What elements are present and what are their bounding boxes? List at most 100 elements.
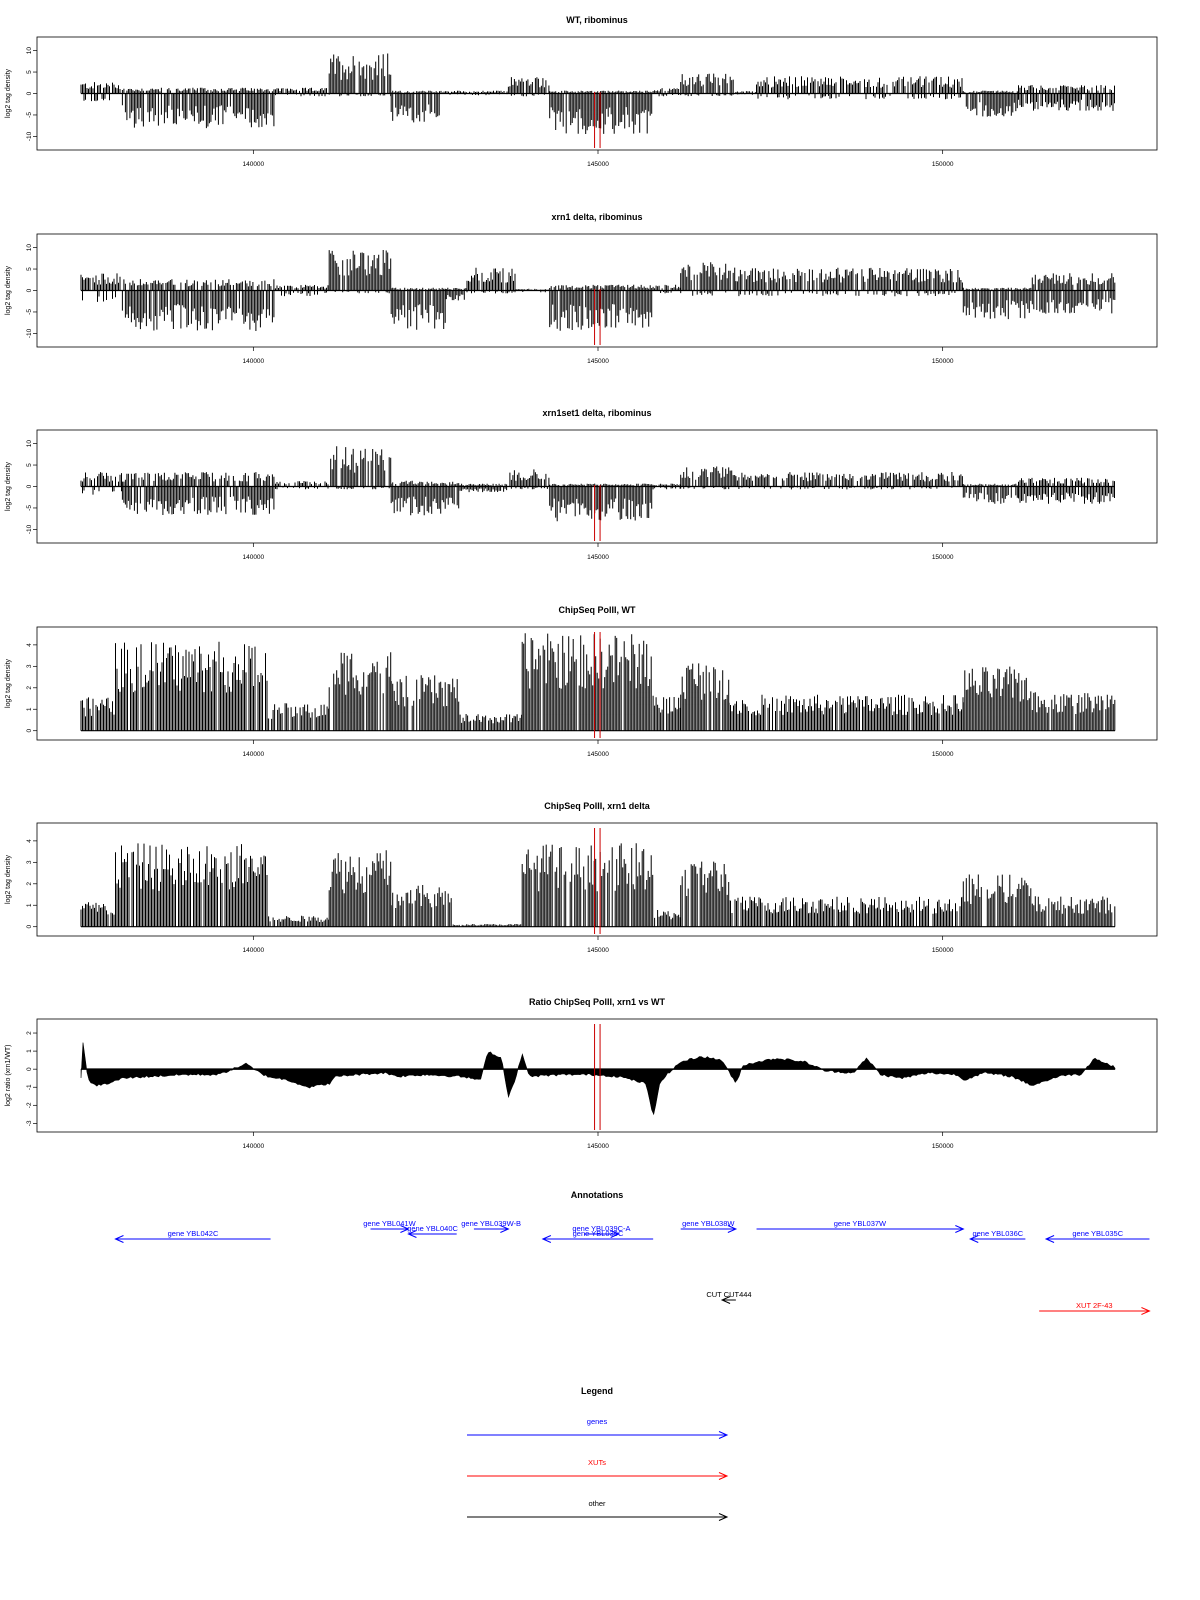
y-tick-label: 5	[26, 463, 33, 467]
plot-frame	[36, 626, 1158, 741]
legend-title: Legend	[581, 1386, 613, 1396]
y-tick-label: -10	[26, 328, 33, 338]
feature-arrow-icon	[1141, 1307, 1151, 1315]
feature-label: gene YBL039C-A	[572, 1224, 630, 1233]
x-tick-label: 140000	[242, 358, 264, 365]
annotation-feature: gene YBL038W	[680, 1219, 738, 1233]
legend-arrow-icon	[718, 1513, 729, 1521]
legend-arrow-icon	[718, 1431, 729, 1439]
y-tick-label: -3	[26, 1120, 33, 1126]
legend-item: XUTs	[467, 1458, 729, 1480]
feature-label: gene YBL040C	[407, 1224, 458, 1233]
plot-frame	[36, 822, 1158, 937]
feature-arrow-icon	[727, 1225, 738, 1233]
x-tick-label: 145000	[587, 1143, 609, 1150]
ratio-area	[80, 1042, 1116, 1116]
y-tick-label: 0	[26, 1067, 33, 1071]
y-axis-label: log2 tag density	[5, 265, 12, 315]
feature-arrow-icon	[114, 1235, 124, 1243]
x-tick-label: 150000	[932, 554, 954, 561]
density-bars	[80, 446, 1115, 522]
x-tick-label: 145000	[587, 751, 609, 758]
x-tick-label: 150000	[932, 1143, 954, 1150]
x-tick-label: 150000	[932, 947, 954, 954]
y-tick-label: 4	[26, 643, 33, 647]
data-marks	[80, 250, 1116, 331]
y-tick-label: -1	[26, 1084, 33, 1090]
y-tick-label: 5	[26, 267, 33, 271]
panel-title: Ratio ChipSeq PolII, xrn1 vs WT	[529, 997, 666, 1007]
y-axis-label: log2 ratio (xrn1/WT)	[5, 1045, 12, 1107]
feature-label: gene YBL038W	[682, 1219, 735, 1228]
feature-label: gene YBL039W-B	[461, 1219, 521, 1228]
annotations-title: Annotations	[571, 1190, 624, 1200]
legend-item: other	[467, 1499, 729, 1521]
track-panel-1: xrn1 delta, ribominus log2 tag density -10…	[5, 212, 1158, 365]
annotation-feature: gene YBL039C-A	[572, 1224, 631, 1238]
y-tick-label: 3	[26, 664, 33, 668]
track-panel-3: ChipSeq PolII, WT log2 tag density 0 1 2 3 4 14…	[5, 605, 1158, 758]
x-tick-label: 150000	[932, 161, 954, 168]
panel-title: xrn1 delta, ribominus	[551, 212, 642, 222]
feature-label: gene YBL035C	[1072, 1229, 1123, 1238]
annotation-feature: gene YBL041W	[363, 1219, 417, 1233]
legend-arrow-icon	[718, 1472, 729, 1480]
y-axis-label: log2 tag density	[5, 854, 12, 904]
y-tick-label: 10	[26, 440, 33, 448]
legend-label: XUTs	[588, 1458, 606, 1467]
panel-title: xrn1set1 delta, ribominus	[542, 408, 651, 418]
data-marks	[80, 843, 1116, 928]
y-tick-label: -5	[26, 309, 33, 315]
annotation-feature: gene YBL040C	[407, 1224, 459, 1238]
y-tick-label: 1	[26, 903, 33, 907]
feature-arrow-icon	[500, 1225, 510, 1233]
y-tick-label: 0	[26, 925, 33, 929]
annotation-feature: gene YBL039W-B	[461, 1219, 521, 1233]
y-tick-label: -10	[26, 131, 33, 141]
x-tick-label: 145000	[587, 554, 609, 561]
y-axis-label: log2 tag density	[5, 461, 12, 511]
legend-label: genes	[587, 1417, 608, 1426]
data-marks	[80, 633, 1116, 732]
y-tick-label: 3	[26, 860, 33, 864]
feature-arrow-icon	[1044, 1235, 1055, 1243]
annotation-feature: gene YBL042C	[114, 1229, 271, 1243]
feature-label: gene YBL037W	[834, 1219, 887, 1228]
density-bars	[80, 843, 1116, 927]
x-tick-label: 145000	[587, 161, 609, 168]
x-tick-label: 140000	[242, 1143, 264, 1150]
feature-label: CUT CUT444	[706, 1290, 751, 1299]
feature-arrow-icon	[720, 1296, 731, 1304]
x-tick-label: 150000	[932, 358, 954, 365]
y-tick-label: -5	[26, 112, 33, 118]
y-tick-label: -5	[26, 505, 33, 511]
feature-label: gene YBL042C	[168, 1229, 219, 1238]
y-axis-label: log2 tag density	[5, 658, 12, 708]
y-tick-label: 10	[26, 244, 33, 252]
y-tick-label: 1	[26, 707, 33, 711]
density-bars	[80, 633, 1116, 731]
feature-arrow-icon	[968, 1235, 979, 1243]
feature-label: gene YBL041W	[363, 1219, 416, 1228]
x-tick-label: 140000	[242, 161, 264, 168]
y-tick-label: 2	[26, 1031, 33, 1035]
y-tick-label: 2	[26, 686, 33, 690]
y-tick-label: 10	[26, 47, 33, 55]
y-tick-label: 0	[26, 729, 33, 733]
y-tick-label: -2	[26, 1102, 33, 1108]
data-marks	[80, 53, 1115, 134]
plot-frame	[36, 1018, 1158, 1133]
y-tick-label: 2	[26, 882, 33, 886]
y-tick-label: 0	[26, 288, 33, 292]
data-marks	[80, 446, 1115, 522]
data-marks	[80, 1042, 1116, 1116]
x-tick-label: 140000	[242, 947, 264, 954]
feature-arrow-icon	[955, 1225, 965, 1233]
panel-title: WT, ribominus	[566, 15, 628, 25]
track-panel-5: Ratio ChipSeq PolII, xrn1 vs WT log2 rati…	[5, 997, 1158, 1150]
x-tick-label: 145000	[587, 947, 609, 954]
annotation-feature: gene YBL037W	[756, 1219, 965, 1233]
feature-arrow-icon	[610, 1230, 620, 1238]
